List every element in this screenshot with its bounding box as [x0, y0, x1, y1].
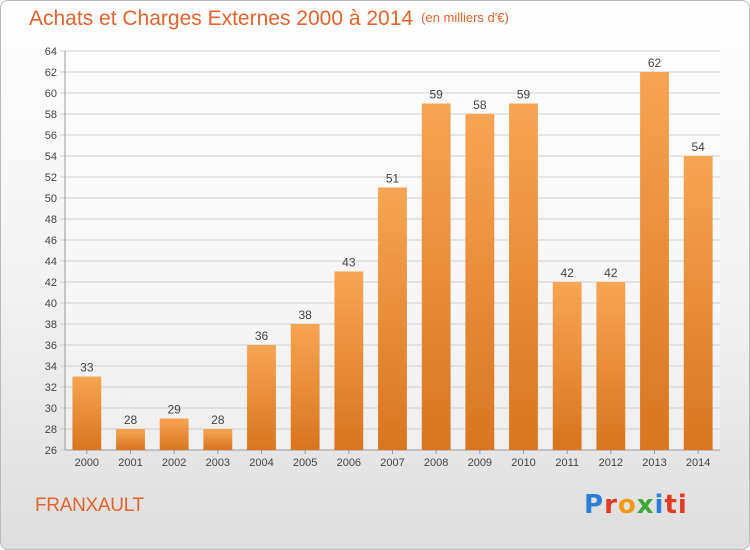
y-tick-label: 26 [45, 445, 57, 457]
y-tick-label: 44 [45, 256, 57, 268]
y-tick-label: 50 [45, 193, 57, 205]
logo-letter: x [636, 490, 655, 520]
bar-value-label: 29 [167, 403, 181, 417]
y-tick-label: 64 [45, 46, 57, 58]
bar-value-label: 58 [473, 98, 487, 112]
x-tick-label: 2004 [249, 457, 273, 469]
x-tick-label: 2002 [162, 457, 186, 469]
x-tick-label: 2013 [642, 457, 666, 469]
bar [465, 114, 495, 450]
logo-letter: i [654, 490, 665, 520]
logo-letter: P [584, 490, 605, 520]
x-tick-label: 2009 [468, 457, 492, 469]
bar-value-label: 42 [560, 266, 574, 280]
x-tick-label: 2012 [599, 457, 623, 469]
x-tick-label: 2011 [555, 457, 579, 469]
bar [334, 271, 364, 450]
bar [72, 376, 102, 450]
y-tick-label: 40 [45, 298, 57, 310]
x-tick-label: 2005 [293, 457, 317, 469]
bar [290, 324, 320, 450]
bar-value-label: 51 [386, 172, 400, 186]
bar-value-label: 28 [124, 413, 138, 427]
y-tick-label: 48 [45, 214, 57, 226]
x-tick-label: 2000 [75, 457, 99, 469]
logo-letter: ti [664, 490, 688, 520]
bar-value-label: 38 [298, 308, 312, 322]
y-tick-label: 60 [45, 88, 57, 100]
bar-value-label: 62 [648, 56, 662, 70]
chart-title: Achats et Charges Externes 2000 à 2014 (e… [29, 7, 509, 31]
y-tick-label: 56 [45, 130, 57, 142]
y-tick-label: 38 [45, 319, 57, 331]
bar-value-label: 36 [255, 329, 269, 343]
y-tick-label: 32 [45, 382, 57, 394]
bar [640, 72, 669, 450]
x-tick-label: 2001 [118, 457, 142, 469]
x-tick-label: 2014 [686, 457, 710, 469]
y-tick-label: 34 [45, 361, 57, 373]
bar-value-label: 42 [604, 266, 618, 280]
bar [159, 418, 189, 450]
bar-value-label: 33 [80, 361, 94, 375]
x-tick-label: 2003 [206, 457, 230, 469]
bar-value-label: 59 [429, 88, 443, 102]
y-tick-label: 30 [45, 403, 57, 415]
bar [683, 156, 713, 450]
y-tick-label: 46 [45, 235, 57, 247]
bar-value-label: 43 [342, 256, 356, 270]
logo-letter: o [617, 490, 637, 520]
bar [596, 282, 626, 450]
logo-letter: r [604, 490, 618, 520]
y-tick-label: 42 [45, 277, 57, 289]
bar [552, 282, 582, 450]
commune-name: FRANXAULT [35, 495, 144, 516]
chart-title-text: Achats et Charges Externes 2000 à 2014 [29, 7, 414, 30]
y-tick-label: 54 [45, 151, 57, 163]
x-tick-label: 2008 [424, 457, 448, 469]
x-tick-label: 2010 [511, 457, 535, 469]
y-tick-label: 58 [45, 109, 57, 121]
x-tick-label: 2007 [380, 457, 404, 469]
y-tick-label: 62 [45, 67, 57, 79]
bar [421, 103, 451, 450]
bar-value-label: 59 [517, 88, 531, 102]
bar-value-label: 54 [691, 140, 705, 154]
x-tick-label: 2006 [337, 457, 361, 469]
bar [203, 429, 233, 450]
y-tick-label: 36 [45, 340, 57, 352]
bar [116, 429, 145, 450]
bar [247, 345, 276, 450]
bar [378, 187, 407, 450]
chart-subtitle: (en milliers d'€) [421, 10, 509, 25]
proxiti-logo: Proxiti [584, 490, 688, 520]
bar-value-label: 28 [211, 413, 225, 427]
y-tick-label: 28 [45, 424, 57, 436]
bar [509, 103, 538, 450]
y-tick-label: 52 [45, 172, 57, 184]
